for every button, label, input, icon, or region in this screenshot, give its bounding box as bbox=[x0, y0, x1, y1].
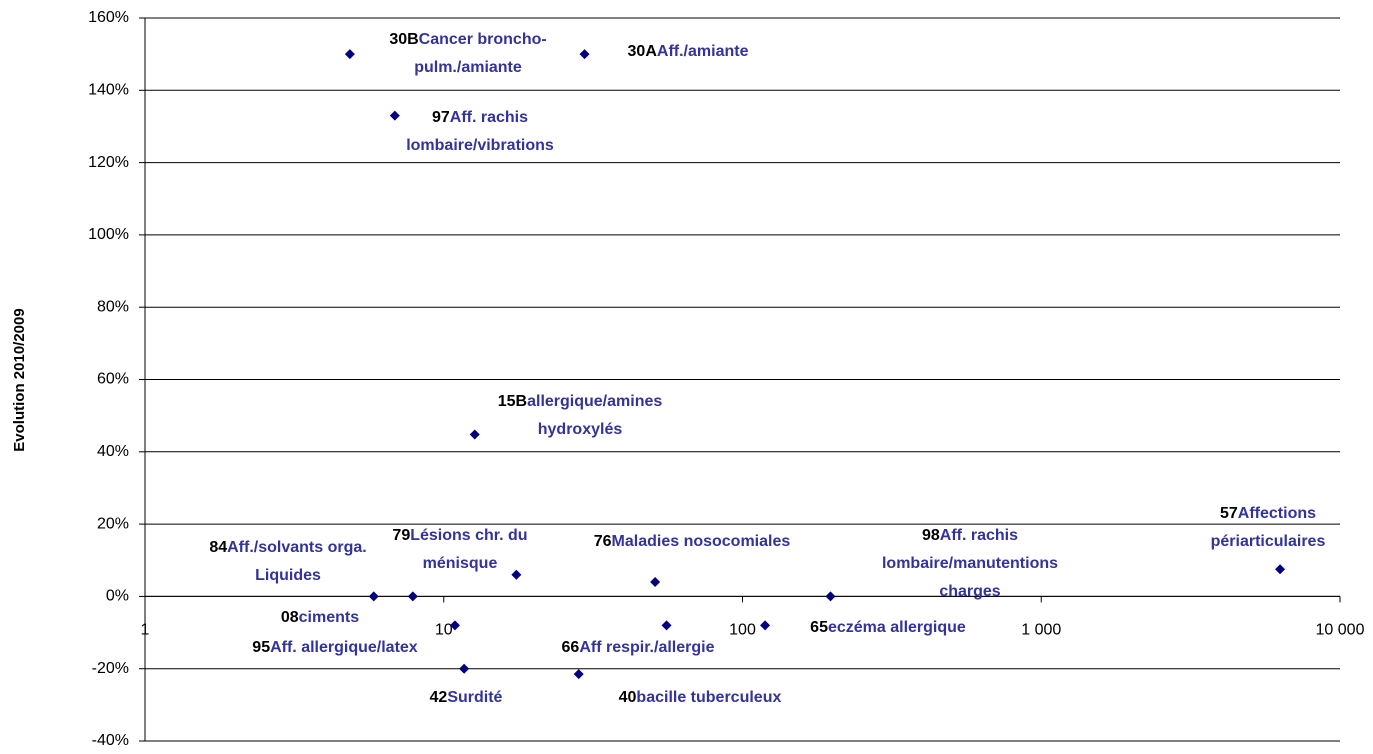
point-code: 40 bbox=[619, 689, 637, 706]
point bbox=[469, 429, 480, 440]
point-code: 84 bbox=[209, 539, 227, 556]
y-tick-label: 60% bbox=[97, 371, 129, 388]
point-name: lombaire/vibrations bbox=[406, 137, 554, 154]
point-label: charges bbox=[939, 583, 1000, 600]
point-code: 95 bbox=[252, 639, 270, 656]
y-tick-label: 100% bbox=[88, 226, 129, 243]
y-tick-label: 160% bbox=[88, 9, 129, 26]
point-code: 65 bbox=[810, 619, 828, 636]
point bbox=[407, 591, 418, 602]
y-tick-label: -40% bbox=[92, 732, 129, 749]
point-name: lombaire/manutentions bbox=[882, 555, 1058, 572]
point bbox=[344, 49, 355, 60]
point-label: 95Aff. allergique/latex bbox=[252, 639, 417, 656]
point-label: Liquides bbox=[255, 567, 321, 584]
point bbox=[459, 663, 470, 674]
point-name: ciments bbox=[299, 609, 360, 626]
point bbox=[1275, 564, 1286, 575]
point-label: 97Aff. rachis bbox=[432, 109, 528, 126]
point bbox=[573, 669, 584, 680]
point-name: Cancer broncho- bbox=[419, 31, 547, 48]
y-tick-label: -20% bbox=[92, 660, 129, 677]
point bbox=[760, 620, 771, 631]
point-label: 42Surdité bbox=[430, 689, 503, 706]
point-name: bacille tuberculeux bbox=[636, 689, 781, 706]
point-name: charges bbox=[939, 583, 1000, 600]
point-label: 98Aff. rachis bbox=[922, 527, 1018, 544]
point-name: Aff. allergique/latex bbox=[270, 639, 418, 656]
x-tick-label: 10 bbox=[435, 622, 453, 639]
point-label: 30AAff./amiante bbox=[628, 43, 749, 60]
y-tick-label: 20% bbox=[97, 515, 129, 532]
y-tick-label: 0% bbox=[106, 588, 129, 605]
point-code: 98 bbox=[922, 527, 940, 544]
point bbox=[389, 110, 400, 121]
x-tick-label: 1 bbox=[141, 622, 150, 639]
point-code: 15B bbox=[498, 393, 527, 410]
point-code: 66 bbox=[562, 639, 580, 656]
point-label: pulm./amiante bbox=[414, 59, 522, 76]
point-label: ménisque bbox=[423, 555, 498, 572]
point-name: Aff. rachis bbox=[450, 109, 528, 126]
point-label: lombaire/vibrations bbox=[406, 137, 554, 154]
point-name: ménisque bbox=[423, 555, 498, 572]
point bbox=[368, 591, 379, 602]
point-label: 40bacille tuberculeux bbox=[619, 689, 782, 706]
point-name: Liquides bbox=[255, 567, 321, 584]
point-label: 84Aff./solvants orga. bbox=[209, 539, 366, 556]
point-label: lombaire/manutentions bbox=[882, 555, 1058, 572]
point bbox=[449, 620, 460, 631]
point-name: pulm./amiante bbox=[414, 59, 522, 76]
point-code: 76 bbox=[594, 533, 612, 550]
point-name: Affections bbox=[1238, 505, 1316, 522]
point-name: Maladies nosocomiales bbox=[612, 533, 791, 550]
point-name: Aff respir./allergie bbox=[579, 639, 714, 656]
x-tick-label: 100 bbox=[729, 622, 756, 639]
point bbox=[579, 49, 590, 60]
point bbox=[650, 576, 661, 587]
point bbox=[511, 569, 522, 580]
point-name: Aff./amiante bbox=[657, 43, 749, 60]
point-name: Surdité bbox=[447, 689, 502, 706]
point-code: 30A bbox=[628, 43, 658, 60]
point-label: 66Aff respir./allergie bbox=[562, 639, 715, 656]
point-label: 30BCancer broncho- bbox=[389, 31, 546, 48]
y-tick-label: 140% bbox=[88, 82, 129, 99]
point bbox=[661, 620, 672, 631]
point-label: 65eczéma allergique bbox=[810, 619, 966, 636]
point-code: 97 bbox=[432, 109, 450, 126]
point-label: 15Ballergique/amines bbox=[498, 393, 663, 410]
x-tick-label: 10 000 bbox=[1316, 622, 1365, 639]
x-tick-label: 1 000 bbox=[1021, 622, 1061, 639]
point-name: eczéma allergique bbox=[828, 619, 966, 636]
point-name: périarticulaires bbox=[1211, 533, 1326, 550]
y-tick-label: 80% bbox=[97, 298, 129, 315]
point-label: périarticulaires bbox=[1211, 533, 1326, 550]
point-label: 57Affections bbox=[1220, 505, 1316, 522]
y-tick-label: 40% bbox=[97, 443, 129, 460]
point-label: 79Lésions chr. du bbox=[392, 527, 527, 544]
point-code: 42 bbox=[430, 689, 448, 706]
point-label: hydroxylés bbox=[538, 421, 623, 438]
point bbox=[825, 591, 836, 602]
point-label: 76Maladies nosocomiales bbox=[594, 533, 791, 550]
y-tick-label: 120% bbox=[88, 154, 129, 171]
point-code: 08 bbox=[281, 609, 299, 626]
point-label: 08ciments bbox=[281, 609, 359, 626]
point-name: Aff. rachis bbox=[940, 527, 1018, 544]
point-name: Aff./solvants orga. bbox=[227, 539, 367, 556]
point-code: 30B bbox=[389, 31, 418, 48]
y-axis-title: Evolution 2010/2009 bbox=[11, 308, 28, 451]
point-name: hydroxylés bbox=[538, 421, 623, 438]
point-name: Lésions chr. du bbox=[410, 527, 527, 544]
point-name: allergique/amines bbox=[527, 393, 662, 410]
point-code: 79 bbox=[392, 527, 410, 544]
point-code: 57 bbox=[1220, 505, 1238, 522]
